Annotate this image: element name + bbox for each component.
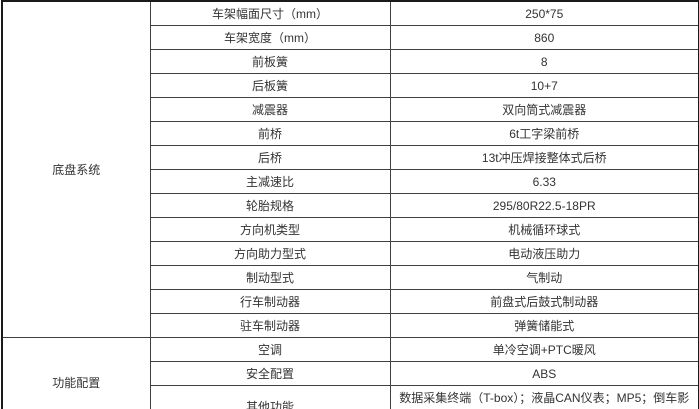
table-row: 减震器 双向筒式减震器 [2,97,699,122]
table-row: 其他功能 数据采集终端（T-box）；液晶CAN仪表；MP5；倒车影像；定速巡航… [2,385,699,409]
spec-label: 减震器 [149,97,391,122]
table-row: 后板簧 10+7 [2,73,699,98]
spec-label: 方向机类型 [149,217,391,242]
spec-value: ABS [389,361,699,386]
spec-value: 6t工字梁前桥 [389,121,699,146]
spec-value: 295/80R22.5-18PR [389,193,699,218]
spec-value: 单冷空调+PTC暖风 [389,337,699,362]
spec-value: 气制动 [389,265,699,290]
spec-label: 制动型式 [149,265,391,290]
spec-value: 10+7 [389,73,699,98]
category-cell-chassis-system: 底盘系统 [1,0,151,338]
spec-label: 方向助力型式 [149,241,391,266]
spec-value: 电动液压助力 [389,241,699,266]
spec-label: 前桥 [149,121,391,146]
spec-label: 轮胎规格 [149,193,391,218]
spec-label: 主减速比 [149,169,391,194]
spec-value: 前盘式后鼓式制动器 [389,289,699,314]
spec-label: 安全配置 [149,361,391,386]
spec-label: 空调 [149,337,391,362]
table-row: 主减速比 6.33 [2,169,699,194]
spec-value: 机械循环球式 [389,217,699,242]
table-row: 方向助力型式 电动液压助力 [2,241,699,266]
spec-label: 车架宽度（mm） [149,25,391,50]
spec-value: 双向筒式减震器 [389,97,699,122]
spec-label: 车架幅面尺寸（mm） [149,0,391,26]
spec-value: 860 [389,25,699,50]
category-cell-function-config: 功能配置 [1,337,151,409]
spec-value: 8 [389,49,699,74]
spec-label: 后桥 [149,145,391,170]
table-row: 前桥 6t工字梁前桥 [2,121,699,146]
spec-label: 后板簧 [149,73,391,98]
spec-label: 驻车制动器 [149,313,391,338]
table-row: 底盘系统 车架幅面尺寸（mm） 250*75 [1,0,699,338]
table-row: 后桥 13t冲压焊接整体式后桥 [2,145,699,170]
table-row: 安全配置 ABS [2,361,699,386]
spec-label: 行车制动器 [149,289,391,314]
table-row: 功能配置 空调 单冷空调+PTC暖风 [1,337,699,409]
spec-value: 13t冲压焊接整体式后桥 [389,145,699,170]
spec-value: 弹簧储能式 [389,313,699,338]
spec-value: 数据采集终端（T-box）；液晶CAN仪表；MP5；倒车影像；定速巡航；气囊减震… [389,385,699,409]
table-row: 车架宽度（mm） 860 [2,25,699,50]
spec-label: 其他功能 [149,385,391,409]
spec-value: 6.33 [389,169,699,194]
table-row: 方向机类型 机械循环球式 [2,217,699,242]
spec-value: 250*75 [389,0,699,26]
spec-label: 前板簧 [149,49,391,74]
